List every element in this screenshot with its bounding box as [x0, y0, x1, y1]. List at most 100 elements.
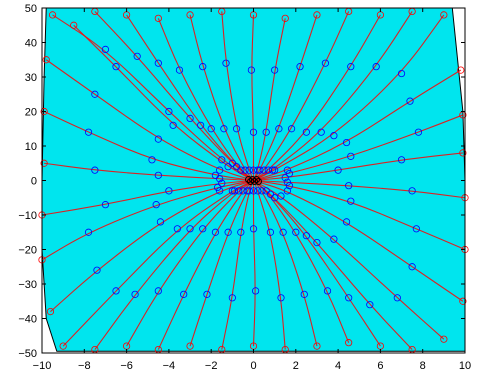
trajectory-line: [62, 180, 254, 347]
trajectory-marker: [252, 287, 260, 295]
trajectory-marker: [152, 201, 160, 209]
trajectory-marker: [131, 290, 139, 298]
trajectory-line: [94, 180, 254, 350]
trajectory-line: [253, 180, 445, 340]
trajectory-marker: [197, 121, 205, 129]
x-tick-label: 10: [459, 360, 471, 372]
trajectory-line: [41, 179, 254, 216]
y-tick-label: −10: [18, 210, 37, 222]
trajectory-line: [94, 11, 254, 181]
trajectory-marker: [459, 297, 467, 305]
trajectory-layer: [41, 11, 466, 350]
equilibrium-marker: [249, 176, 256, 183]
trajectory-marker: [165, 107, 173, 116]
x-tick-label: 6: [377, 360, 383, 372]
trajectory-marker: [237, 166, 245, 174]
equilibrium-marker: [247, 178, 254, 185]
x-tick-label: −8: [78, 360, 91, 372]
trajectory-line: [221, 11, 255, 181]
trajectory-marker: [313, 11, 321, 19]
trajectory-marker: [235, 187, 243, 195]
trajectory-line: [253, 14, 381, 181]
trajectory-marker: [207, 125, 215, 133]
trajectory-marker: [313, 239, 321, 247]
equilibrium-marker-layer: [245, 176, 262, 185]
trajectory-marker: [46, 307, 55, 316]
trajectory-marker: [186, 114, 194, 123]
trajectory-marker: [347, 152, 355, 160]
trajectory-marker: [279, 228, 287, 236]
trajectory-marker: [245, 166, 253, 174]
trajectory-marker: [459, 149, 467, 157]
trajectory-marker: [148, 156, 156, 164]
trajectory-marker: [173, 225, 181, 233]
trajectory-marker: [218, 156, 226, 164]
trajectory-marker: [154, 171, 162, 179]
trajectory-marker: [408, 187, 416, 195]
trajectory-line: [252, 180, 286, 350]
trajectory-marker: [347, 197, 355, 205]
trajectory-marker: [397, 156, 406, 164]
trajectory-marker: [154, 135, 162, 143]
trajectory-line: [44, 162, 254, 182]
trajectory-marker: [317, 128, 325, 136]
trajectory-marker: [334, 166, 342, 174]
trajectory-marker: [199, 225, 207, 233]
trajectory-line: [189, 180, 254, 347]
trajectory-marker: [169, 121, 177, 129]
trajectory-marker: [266, 228, 275, 236]
trajectory-line: [189, 14, 254, 181]
trajectory-line: [253, 179, 466, 199]
y-tick-label: 0: [31, 176, 37, 188]
trajectory-marker: [342, 138, 351, 147]
trajectory-marker: [232, 125, 241, 133]
trajectory-marker: [112, 287, 120, 295]
trajectory-marker: [345, 182, 353, 190]
trajectory-marker: [262, 128, 270, 136]
y-axis: 50 40 30 20 10 0 −10 −20 −30 −40 −50: [18, 3, 465, 360]
equilibrium-marker: [255, 178, 262, 185]
x-tick-label: 2: [293, 360, 299, 372]
y-tick-label: 20: [25, 107, 37, 119]
trajectory-marker: [262, 187, 270, 195]
y-tick-label: −30: [18, 279, 37, 291]
y-tick-label: 50: [25, 3, 37, 15]
trajectory-marker: [321, 59, 330, 67]
trajectory-marker: [199, 63, 207, 71]
trajectory-marker: [154, 287, 162, 295]
trajectory-line: [253, 69, 462, 182]
trajectory-marker: [211, 228, 220, 236]
trajectory-marker: [283, 166, 291, 174]
trajectory-marker: [285, 182, 294, 190]
trajectory-marker: [216, 187, 224, 195]
trajectory-marker: [112, 63, 120, 71]
trajectory-marker: [186, 342, 194, 350]
x-tick-label: −6: [120, 360, 133, 372]
trajectory-marker: [440, 335, 448, 343]
trajectory-marker: [345, 339, 353, 347]
trajectory-marker-layer: [38, 7, 469, 354]
trajectory-marker: [366, 301, 374, 309]
trajectory-marker: [347, 63, 355, 71]
trajectory-marker: [281, 174, 289, 182]
trajectory-marker: [271, 66, 279, 74]
trajectory-marker: [222, 59, 230, 67]
trajectory-marker: [345, 294, 353, 302]
trajectory-line: [253, 114, 464, 182]
y-tick-label: −20: [18, 245, 37, 257]
trajectory-marker: [93, 266, 101, 274]
trajectory-marker: [213, 183, 222, 191]
trajectory-marker: [228, 294, 236, 302]
trajectory-marker: [275, 125, 283, 133]
trajectory-marker: [254, 187, 262, 195]
trajectory-line: [253, 11, 350, 181]
trajectory-marker: [230, 187, 239, 195]
trajectory-marker: [393, 294, 401, 302]
y-tick-label: 30: [25, 72, 37, 84]
trajectory-line: [251, 14, 255, 181]
trajectory-marker: [241, 166, 249, 174]
trajectory-marker: [165, 187, 173, 195]
trajectory-marker: [330, 235, 338, 243]
x-tick-label: 4: [335, 360, 341, 372]
y-tick-label: −50: [18, 348, 37, 360]
